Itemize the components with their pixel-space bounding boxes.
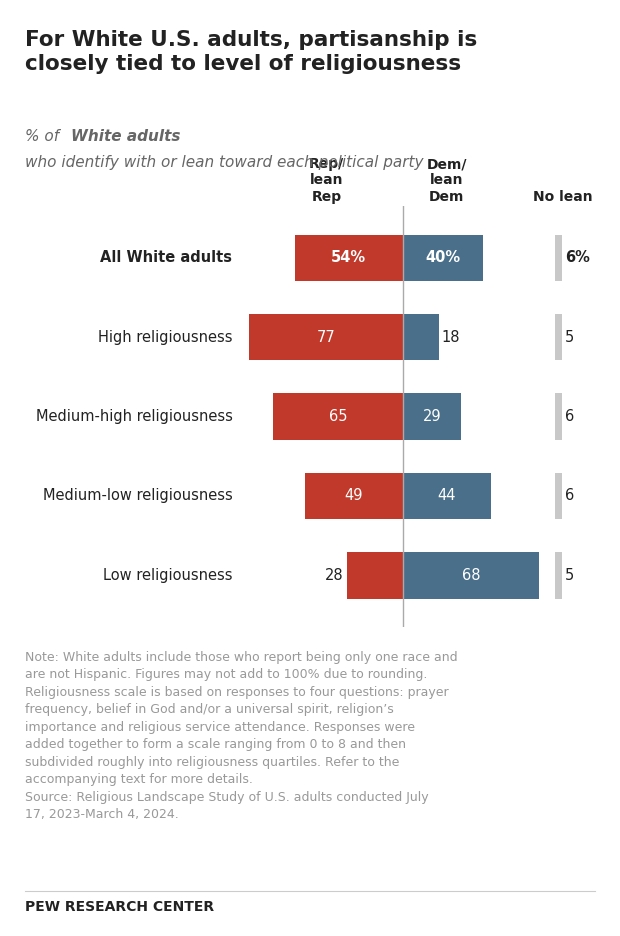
Text: 68: 68	[462, 568, 480, 583]
Bar	[273, 393, 403, 440]
Text: Note: White adults include those who report being only one race and
are not Hisp: Note: White adults include those who rep…	[25, 651, 458, 821]
Text: All White adults: All White adults	[100, 250, 232, 265]
Text: 29: 29	[423, 409, 441, 424]
Text: High religiousness: High religiousness	[98, 329, 232, 344]
Text: Low religiousness: Low religiousness	[103, 568, 232, 583]
Text: Dem/
lean
Dem: Dem/ lean Dem	[427, 157, 467, 203]
Text: 5: 5	[565, 329, 574, 344]
Text: who identify with or lean toward each political party: who identify with or lean toward each po…	[25, 155, 423, 170]
Bar	[403, 552, 539, 598]
Text: PEW RESEARCH CENTER: PEW RESEARCH CENTER	[25, 900, 214, 914]
Bar	[403, 473, 491, 519]
Bar	[403, 235, 483, 281]
Text: 49: 49	[345, 489, 363, 504]
Bar	[347, 552, 403, 598]
Bar	[555, 314, 562, 360]
Bar	[403, 393, 461, 440]
Text: Rep/
lean
Rep: Rep/ lean Rep	[309, 157, 344, 203]
Bar	[555, 473, 562, 519]
Text: 54%: 54%	[331, 250, 366, 265]
Bar	[305, 473, 403, 519]
Bar	[249, 314, 403, 360]
Text: 6%: 6%	[565, 250, 590, 265]
Text: Medium-high religiousness: Medium-high religiousness	[35, 409, 232, 424]
Text: For White U.S. adults, partisanship is
closely tied to level of religiousness: For White U.S. adults, partisanship is c…	[25, 30, 477, 74]
Text: 5: 5	[565, 568, 574, 583]
Text: 28: 28	[325, 568, 343, 583]
Bar	[555, 552, 562, 598]
Text: % of: % of	[25, 129, 64, 144]
Text: 77: 77	[316, 329, 335, 344]
Text: 6: 6	[565, 409, 574, 424]
Bar	[403, 314, 439, 360]
Text: Medium-low religiousness: Medium-low religiousness	[43, 489, 232, 504]
Text: White adults: White adults	[71, 129, 181, 144]
Bar	[555, 393, 562, 440]
Bar	[555, 235, 562, 281]
Text: 18: 18	[442, 329, 461, 344]
Text: 65: 65	[329, 409, 347, 424]
Text: 44: 44	[438, 489, 456, 504]
Text: 40%: 40%	[425, 250, 461, 265]
Bar	[294, 235, 403, 281]
Text: 6: 6	[565, 489, 574, 504]
Text: No lean: No lean	[533, 189, 593, 203]
